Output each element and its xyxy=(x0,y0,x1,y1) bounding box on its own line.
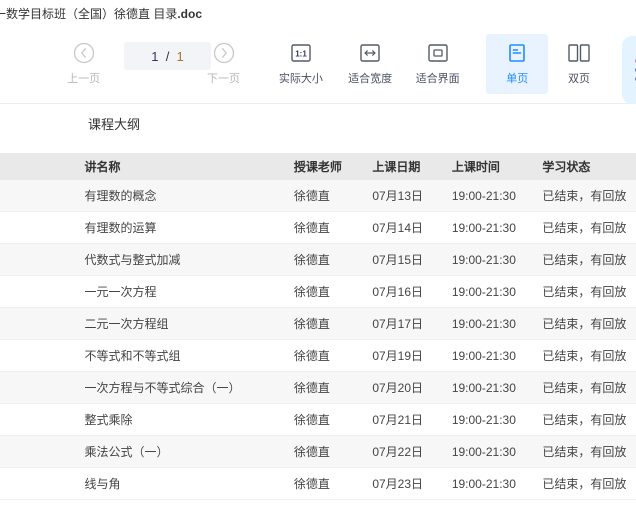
svg-text:1:1: 1:1 xyxy=(295,50,307,59)
